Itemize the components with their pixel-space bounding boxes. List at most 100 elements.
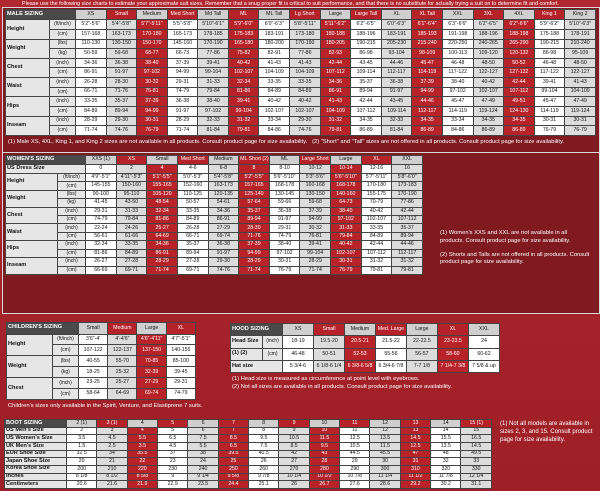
cell: 71-74: [75, 125, 107, 136]
cell: 30.2: [430, 480, 462, 489]
cell: 10.5: [278, 434, 310, 443]
table-row: (cm) 84-89 89-94 94-99 91-97 97-102 99-104 102-…: [6, 106, 596, 117]
cell: 31-33: [197, 77, 229, 88]
cell: 5'9"-6'2": [533, 19, 566, 30]
column-header: Large Tall: [350, 8, 382, 21]
table-title: MALE SIZING: [5, 8, 76, 21]
male-notes: (1) Male XS, 4XL, King 1, and King 2 siz…: [8, 139, 598, 147]
cell: 110-130: [75, 38, 107, 50]
cell: 64-69: [146, 231, 178, 242]
table-title: CHILDREN'S SIZING: [5, 322, 80, 335]
row-unit: (cm): [49, 106, 76, 117]
cell: 175-183: [227, 28, 260, 40]
cell: 97-102: [441, 86, 474, 98]
cell: 29-31: [165, 377, 197, 390]
cell: 5'3"-5'6": [299, 172, 332, 183]
note: (1) Male XS, 4XL, King 1, and King 2 siz…: [8, 139, 308, 145]
cell: 39-45: [165, 366, 197, 379]
cell: 23: [157, 457, 189, 466]
cell: 31.1: [460, 480, 492, 489]
cell: 54-61: [207, 198, 240, 208]
children-note: Children's sizes only available in the S…: [8, 403, 203, 409]
cell: 33-35: [75, 96, 107, 107]
cell: 28-30: [238, 223, 270, 233]
cell: 280: [308, 464, 341, 474]
table-body: MALE SIZING XS Small Medium Med Short Md Tall…: [5, 8, 596, 137]
cell: 64-73: [330, 198, 362, 208]
cell: 37-39: [411, 77, 443, 88]
row-label: (1) (2): [230, 347, 263, 361]
table-row: Height (ft/inch) 4'9"-5'1" 4'11"-5'3" 5'1"-5…: [5, 172, 423, 191]
table-row: Weight (lbs) 90-100 95-110 105-120 110-125 120…: [5, 189, 423, 208]
cell: 21.5-22: [374, 335, 407, 349]
cell: 91-97: [166, 106, 199, 117]
cell: 15: [460, 426, 492, 436]
cell: 48-50: [564, 57, 596, 69]
cell: 6.5: [157, 434, 189, 443]
cell: 5'7"-5'11": [360, 172, 393, 183]
cell: 82-93: [319, 48, 352, 59]
cell: 4: [146, 163, 178, 174]
cell: 175-188: [533, 28, 566, 40]
cell: 37-39: [238, 240, 270, 250]
cell: 107-112: [350, 106, 382, 117]
cell: 5'10"-6'1": [197, 19, 229, 30]
column-header: Large Short: [299, 155, 332, 165]
cell: 28-29: [146, 257, 178, 267]
cell: 37-39: [166, 57, 199, 69]
table-row: Weight (lbs) 110-130 130-150 150-170 145-160 1…: [5, 38, 596, 59]
cell: 20: [65, 457, 98, 466]
children-table: CHILDREN'S SIZING Small Medium Large XL Heigh…: [5, 322, 197, 400]
cell: 38: [187, 449, 219, 459]
cell: 94-99: [238, 248, 270, 259]
table-row: (cm) 157-168 163-173 170-180 165-173 178-185 1…: [6, 28, 596, 40]
cell: 34-35: [472, 115, 505, 127]
cell: 11.5: [369, 441, 401, 451]
cell: 37-39: [136, 96, 168, 107]
row-unit: (inch): [56, 223, 87, 233]
cell: 109-114: [380, 106, 413, 117]
cell: 112-117: [391, 248, 423, 259]
cell: 24.4: [217, 480, 250, 489]
cell: 74-79: [268, 231, 301, 242]
table-row: Inseam (inch) 28-29 29-30 30-31 28-29 32-33 31-…: [5, 115, 596, 137]
cell: 12.5: [399, 441, 432, 451]
row-unit: (cm): [56, 265, 87, 276]
cell: 137-150: [136, 344, 167, 357]
cell: 165-180: [227, 38, 260, 50]
cell: 38-40: [197, 96, 229, 107]
cell: 23.5: [187, 480, 219, 489]
cell: 30-32: [136, 77, 168, 88]
cell: 86-89: [411, 125, 443, 136]
cell: 28-29: [299, 257, 332, 267]
cell: 107-122: [78, 344, 109, 357]
row-label: Weight: [5, 38, 50, 59]
column-header: Small: [313, 322, 345, 337]
table-row: (cm) 107-122 122-137 137-150 140-155: [7, 344, 197, 357]
cell: 70-79: [360, 198, 393, 208]
row-label: Hips: [5, 240, 58, 259]
cell: 7.5: [187, 434, 219, 443]
cell: 27-28: [115, 257, 148, 267]
cell: 6'1"-6'4": [411, 19, 443, 30]
cell: 42: [278, 449, 310, 459]
cell: 94-99: [166, 67, 199, 79]
table-row: Chest (inch) 34-36 36-38 38-40 37-39 39-41 40-4…: [5, 57, 596, 79]
cell: 6'2"-6'5": [350, 19, 382, 30]
cell: 84-89: [176, 214, 209, 225]
cell: 104-109: [564, 86, 596, 98]
size-table: HOOD SIZING XS Small Medium Med. Large Large X…: [229, 322, 501, 374]
cell: 56-61: [85, 231, 117, 242]
cell: 10 7/8: [339, 472, 371, 482]
cell: 46-48: [533, 57, 566, 69]
cell: 42-44: [360, 240, 393, 250]
cell: 6'0"-6'3": [258, 19, 291, 30]
cell: 91-97: [380, 86, 413, 98]
row-label: Centimeters: [4, 480, 67, 489]
cell: 84-89: [258, 86, 291, 98]
table-row: (cm) 145-155 150-160 155-165 152-160 163-173 1…: [6, 181, 423, 191]
cell: 12-16: [360, 163, 393, 174]
cell: 34-36: [207, 206, 240, 217]
cell: 145-155: [85, 181, 117, 191]
